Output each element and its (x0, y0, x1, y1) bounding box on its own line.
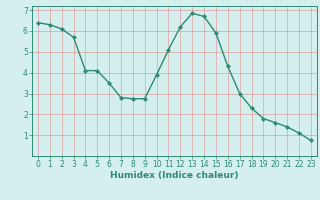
X-axis label: Humidex (Indice chaleur): Humidex (Indice chaleur) (110, 171, 239, 180)
